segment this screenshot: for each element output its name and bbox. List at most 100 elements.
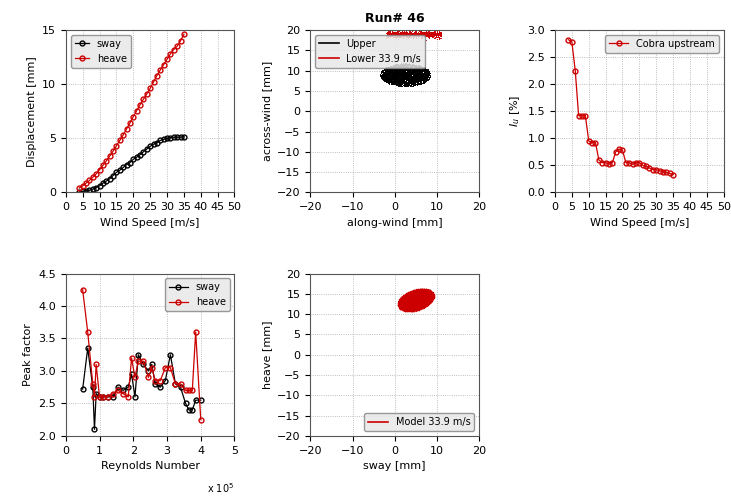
Point — [412, 291, 423, 299]
Point — [416, 32, 428, 40]
Point — [421, 291, 433, 299]
Point — [419, 75, 431, 83]
Point — [406, 69, 417, 77]
Point — [401, 67, 413, 75]
Point — [395, 72, 407, 80]
Point — [415, 300, 427, 308]
Point — [404, 295, 415, 303]
Point — [408, 297, 420, 305]
Point — [411, 31, 423, 39]
Point — [404, 301, 416, 309]
Point — [394, 71, 406, 79]
Point — [390, 76, 402, 84]
Point — [391, 67, 403, 75]
Point — [413, 27, 425, 35]
Point — [403, 60, 414, 68]
Point — [424, 293, 436, 301]
Point — [395, 72, 406, 80]
Point — [399, 80, 411, 88]
Point — [398, 67, 410, 75]
Point — [409, 62, 420, 70]
Point — [404, 306, 416, 314]
Point — [390, 65, 402, 73]
Point — [400, 307, 412, 315]
Point — [388, 30, 400, 38]
Point — [419, 301, 431, 309]
Point — [387, 73, 399, 81]
Point — [401, 291, 412, 299]
Point — [417, 298, 429, 306]
Point — [425, 294, 437, 302]
Point — [396, 62, 408, 70]
Point — [397, 63, 409, 71]
Point — [404, 298, 415, 306]
Cobra upstream — [567, 39, 576, 45]
Point — [398, 301, 410, 309]
Point — [423, 26, 435, 34]
Point — [395, 296, 407, 304]
Point — [395, 29, 406, 37]
Point — [387, 77, 399, 85]
Point — [404, 78, 415, 86]
Point — [418, 293, 430, 301]
Point — [393, 301, 404, 309]
Point — [387, 73, 399, 81]
Point — [388, 77, 400, 85]
Point — [414, 292, 426, 300]
Point — [400, 292, 412, 300]
Point — [418, 300, 430, 308]
Point — [404, 67, 416, 75]
Point — [399, 29, 411, 37]
Point — [410, 72, 422, 80]
Point — [408, 73, 420, 81]
Point — [398, 301, 410, 309]
Point — [414, 297, 425, 305]
Point — [406, 73, 417, 81]
Point — [406, 302, 418, 310]
Point — [401, 79, 412, 87]
Point — [396, 304, 408, 312]
Point — [385, 29, 397, 37]
Point — [386, 80, 398, 88]
Point — [407, 64, 419, 72]
Point — [393, 30, 404, 38]
Point — [405, 307, 417, 315]
Point — [414, 298, 425, 306]
Point — [404, 69, 416, 77]
Point — [416, 288, 428, 296]
Point — [399, 307, 411, 315]
Point — [398, 81, 409, 89]
Point — [386, 64, 398, 72]
Point — [409, 297, 421, 305]
Point — [404, 79, 415, 87]
Point — [416, 299, 428, 307]
Point — [420, 289, 432, 297]
Point — [387, 28, 398, 36]
Point — [414, 29, 426, 37]
Point — [406, 300, 418, 308]
Point — [405, 79, 417, 87]
Point — [420, 290, 431, 298]
Point — [378, 72, 390, 80]
Point — [399, 302, 411, 310]
Point — [412, 77, 424, 85]
Point — [381, 69, 393, 77]
Point — [415, 301, 427, 309]
Point — [396, 29, 408, 37]
Point — [417, 289, 428, 297]
Point — [395, 78, 406, 86]
Point — [376, 67, 387, 75]
Point — [418, 70, 430, 78]
Point — [407, 60, 419, 68]
Point — [417, 287, 429, 295]
Point — [417, 286, 429, 294]
Point — [401, 295, 413, 303]
Point — [413, 286, 425, 294]
Point — [412, 300, 424, 308]
Point — [397, 303, 409, 311]
Point — [420, 291, 432, 299]
Point — [411, 299, 423, 307]
Point — [414, 26, 426, 34]
sway — [92, 391, 101, 397]
Point — [420, 288, 431, 296]
